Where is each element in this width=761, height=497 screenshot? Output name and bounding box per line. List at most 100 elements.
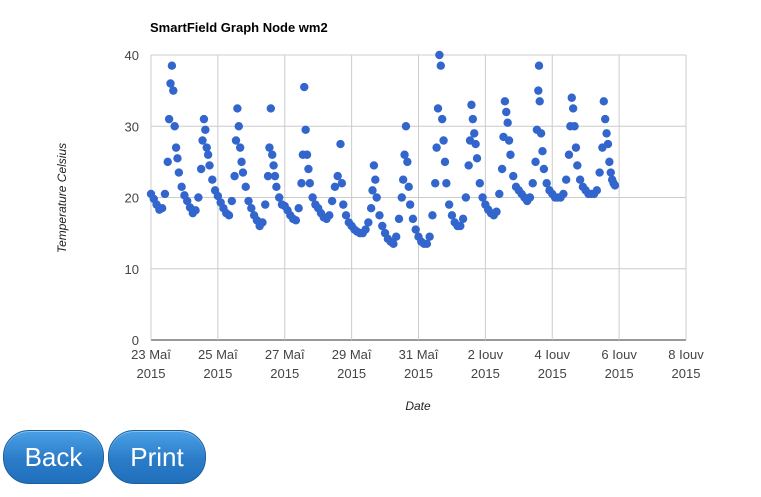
data-point [337, 179, 347, 188]
data-point [509, 171, 518, 181]
data-point [202, 143, 211, 152]
data-point [372, 193, 381, 202]
data-point [503, 118, 512, 127]
print-button[interactable]: Print [108, 430, 206, 484]
data-point [294, 203, 303, 213]
data-point [461, 193, 471, 202]
y-tick-label: 20 [125, 191, 139, 206]
data-point [568, 104, 578, 113]
data-point [506, 150, 515, 159]
x-tick-label: 4 Iouv [535, 347, 571, 362]
data-point [428, 211, 437, 220]
data-point [341, 211, 351, 220]
data-point [525, 193, 535, 202]
data-point [531, 157, 540, 167]
x-tick-year: 2015 [203, 366, 232, 381]
data-point [163, 157, 172, 167]
data-point [405, 200, 415, 209]
data-point [561, 175, 571, 184]
data-point [442, 179, 451, 188]
data-point [439, 136, 448, 145]
data-point [398, 175, 408, 184]
y-axis-title: Temperature Celsius [55, 143, 69, 253]
data-point [599, 97, 608, 106]
x-tick-label: 2 Iouv [468, 347, 504, 362]
data-point [600, 114, 610, 124]
data-point [308, 193, 317, 202]
data-point [444, 200, 454, 209]
data-point [378, 221, 387, 231]
chart-title: SmartField Graph Node wm2 [150, 20, 328, 35]
data-point [196, 164, 206, 174]
data-point [375, 211, 384, 220]
data-point [244, 196, 253, 206]
data-point [171, 143, 181, 152]
data-point [233, 104, 242, 113]
data-point [464, 161, 473, 170]
data-point [389, 239, 398, 249]
data-point [411, 225, 420, 234]
data-point [265, 143, 274, 152]
data-point [266, 104, 276, 113]
data-points [146, 50, 620, 249]
data-point [194, 193, 203, 202]
data-point [263, 171, 273, 181]
data-point [231, 136, 241, 145]
data-point [336, 139, 345, 149]
data-point [230, 171, 239, 181]
data-point [495, 189, 504, 199]
x-tick-year: 2015 [471, 366, 500, 381]
data-point [304, 164, 313, 174]
data-point [297, 179, 306, 188]
data-point [592, 186, 602, 195]
data-point [570, 122, 579, 131]
data-point [492, 207, 501, 216]
data-point [183, 196, 192, 206]
x-tick-label: 27 Maî [265, 347, 305, 362]
x-tick-year: 2015 [538, 366, 567, 381]
data-point [235, 143, 245, 152]
data-point [603, 139, 613, 149]
x-tick-year: 2015 [672, 366, 701, 381]
data-point [472, 154, 482, 163]
data-point [166, 79, 175, 88]
data-point [433, 104, 443, 113]
data-point [425, 232, 434, 241]
data-point [302, 150, 312, 159]
data-point [241, 182, 250, 192]
data-point [502, 107, 511, 117]
back-button[interactable]: Back [3, 430, 104, 484]
data-point [201, 125, 210, 135]
x-tick-year: 2015 [137, 366, 166, 381]
x-tick-label: 31 Maî [399, 347, 439, 362]
data-point [301, 125, 310, 135]
data-point [333, 171, 342, 181]
y-tick-label: 10 [125, 262, 139, 277]
data-point [478, 193, 487, 202]
x-tick-label: 8 Iouv [668, 347, 704, 362]
data-point [330, 182, 340, 192]
data-point [571, 143, 581, 152]
data-point [534, 61, 544, 70]
data-point [227, 196, 237, 206]
data-point [224, 211, 234, 220]
x-tick-label: 25 Maî [198, 347, 238, 362]
x-tick-year: 2015 [337, 366, 366, 381]
data-point [440, 157, 450, 167]
data-point [208, 175, 217, 184]
data-point [404, 182, 413, 192]
data-point [198, 136, 207, 145]
data-point [468, 114, 478, 124]
x-tick-label: 23 Maî [131, 347, 171, 362]
data-point [534, 86, 543, 95]
data-point [437, 114, 447, 124]
data-point [605, 157, 614, 167]
data-point [400, 150, 409, 159]
data-point [535, 97, 544, 106]
data-point [504, 136, 514, 145]
data-point [164, 114, 174, 124]
data-point [177, 182, 186, 192]
data-point [327, 196, 337, 206]
data-point [247, 203, 256, 213]
data-point [339, 200, 348, 209]
